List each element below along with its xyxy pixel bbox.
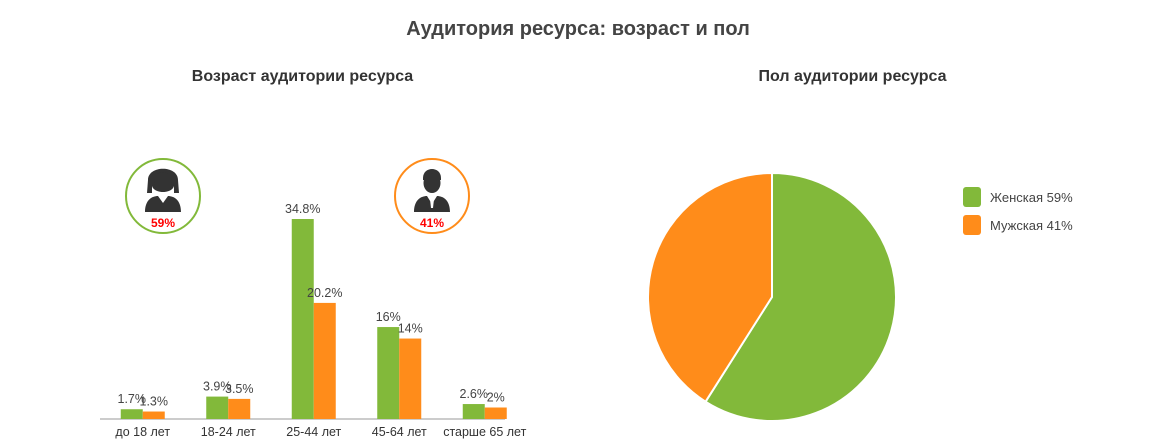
bar-value-label: 16% [376, 310, 401, 324]
x-tick-label: 45-64 лет [372, 425, 427, 439]
bar-value-label: 14% [398, 322, 423, 336]
bar-male-2 [313, 302, 336, 419]
bar-value-label: 2.6% [460, 387, 489, 401]
woman-icon [145, 168, 181, 212]
bar-value-label: 20.2% [307, 286, 342, 300]
bar-female-2 [291, 219, 314, 419]
x-tick-label: старше 65 лет [443, 425, 526, 439]
gender-pie [647, 171, 897, 422]
bar-value-label: 3.9% [203, 380, 232, 394]
male-percent: 41% [420, 216, 444, 230]
pie-slice-male [647, 171, 773, 404]
legend-label-female: Женская 59% [990, 190, 1073, 205]
bar-female-1 [206, 396, 229, 419]
legend-swatch-female [963, 187, 981, 207]
gender-legend: Женская 59% Мужская 41% [963, 187, 1073, 235]
bar-value-label: 1.7% [118, 392, 147, 406]
age-chart-title: Возраст аудитории ресурса [191, 68, 414, 85]
x-tick-label: 18-24 лет [201, 425, 256, 439]
bar-female-0 [120, 409, 143, 419]
legend-label-male: Мужская 41% [990, 218, 1073, 233]
x-tick-label: до 18 лет [115, 425, 170, 439]
bar-value-label: 2% [487, 391, 505, 405]
pie-slice-female [704, 171, 897, 422]
age-bars: 1.7%1.3% до 18 лет 3.9%3.5% 18-24 лет 34.8% 2… [115, 202, 526, 439]
gender-chart-title: Пол аудитории ресурса [758, 68, 947, 85]
bar-value-label: 34.8% [285, 202, 320, 216]
bar-male-1 [228, 398, 251, 419]
man-icon [414, 169, 450, 212]
bar-female-4 [462, 404, 485, 419]
bar-male-3 [399, 338, 422, 419]
legend-swatch-male [963, 215, 981, 235]
female-percent: 59% [151, 216, 175, 230]
bar-female-3 [377, 327, 400, 419]
bar-value-label: 3.5% [225, 382, 254, 396]
page-title: Аудитория ресурса: возраст и пол [406, 18, 750, 40]
bar-male-0 [142, 411, 165, 419]
female-badge: 59% [125, 158, 201, 234]
bar-male-4 [484, 407, 507, 419]
male-badge: 41% [394, 158, 470, 234]
bar-value-label: 1.3% [140, 395, 169, 409]
x-tick-label: 25-44 лет [286, 425, 341, 439]
